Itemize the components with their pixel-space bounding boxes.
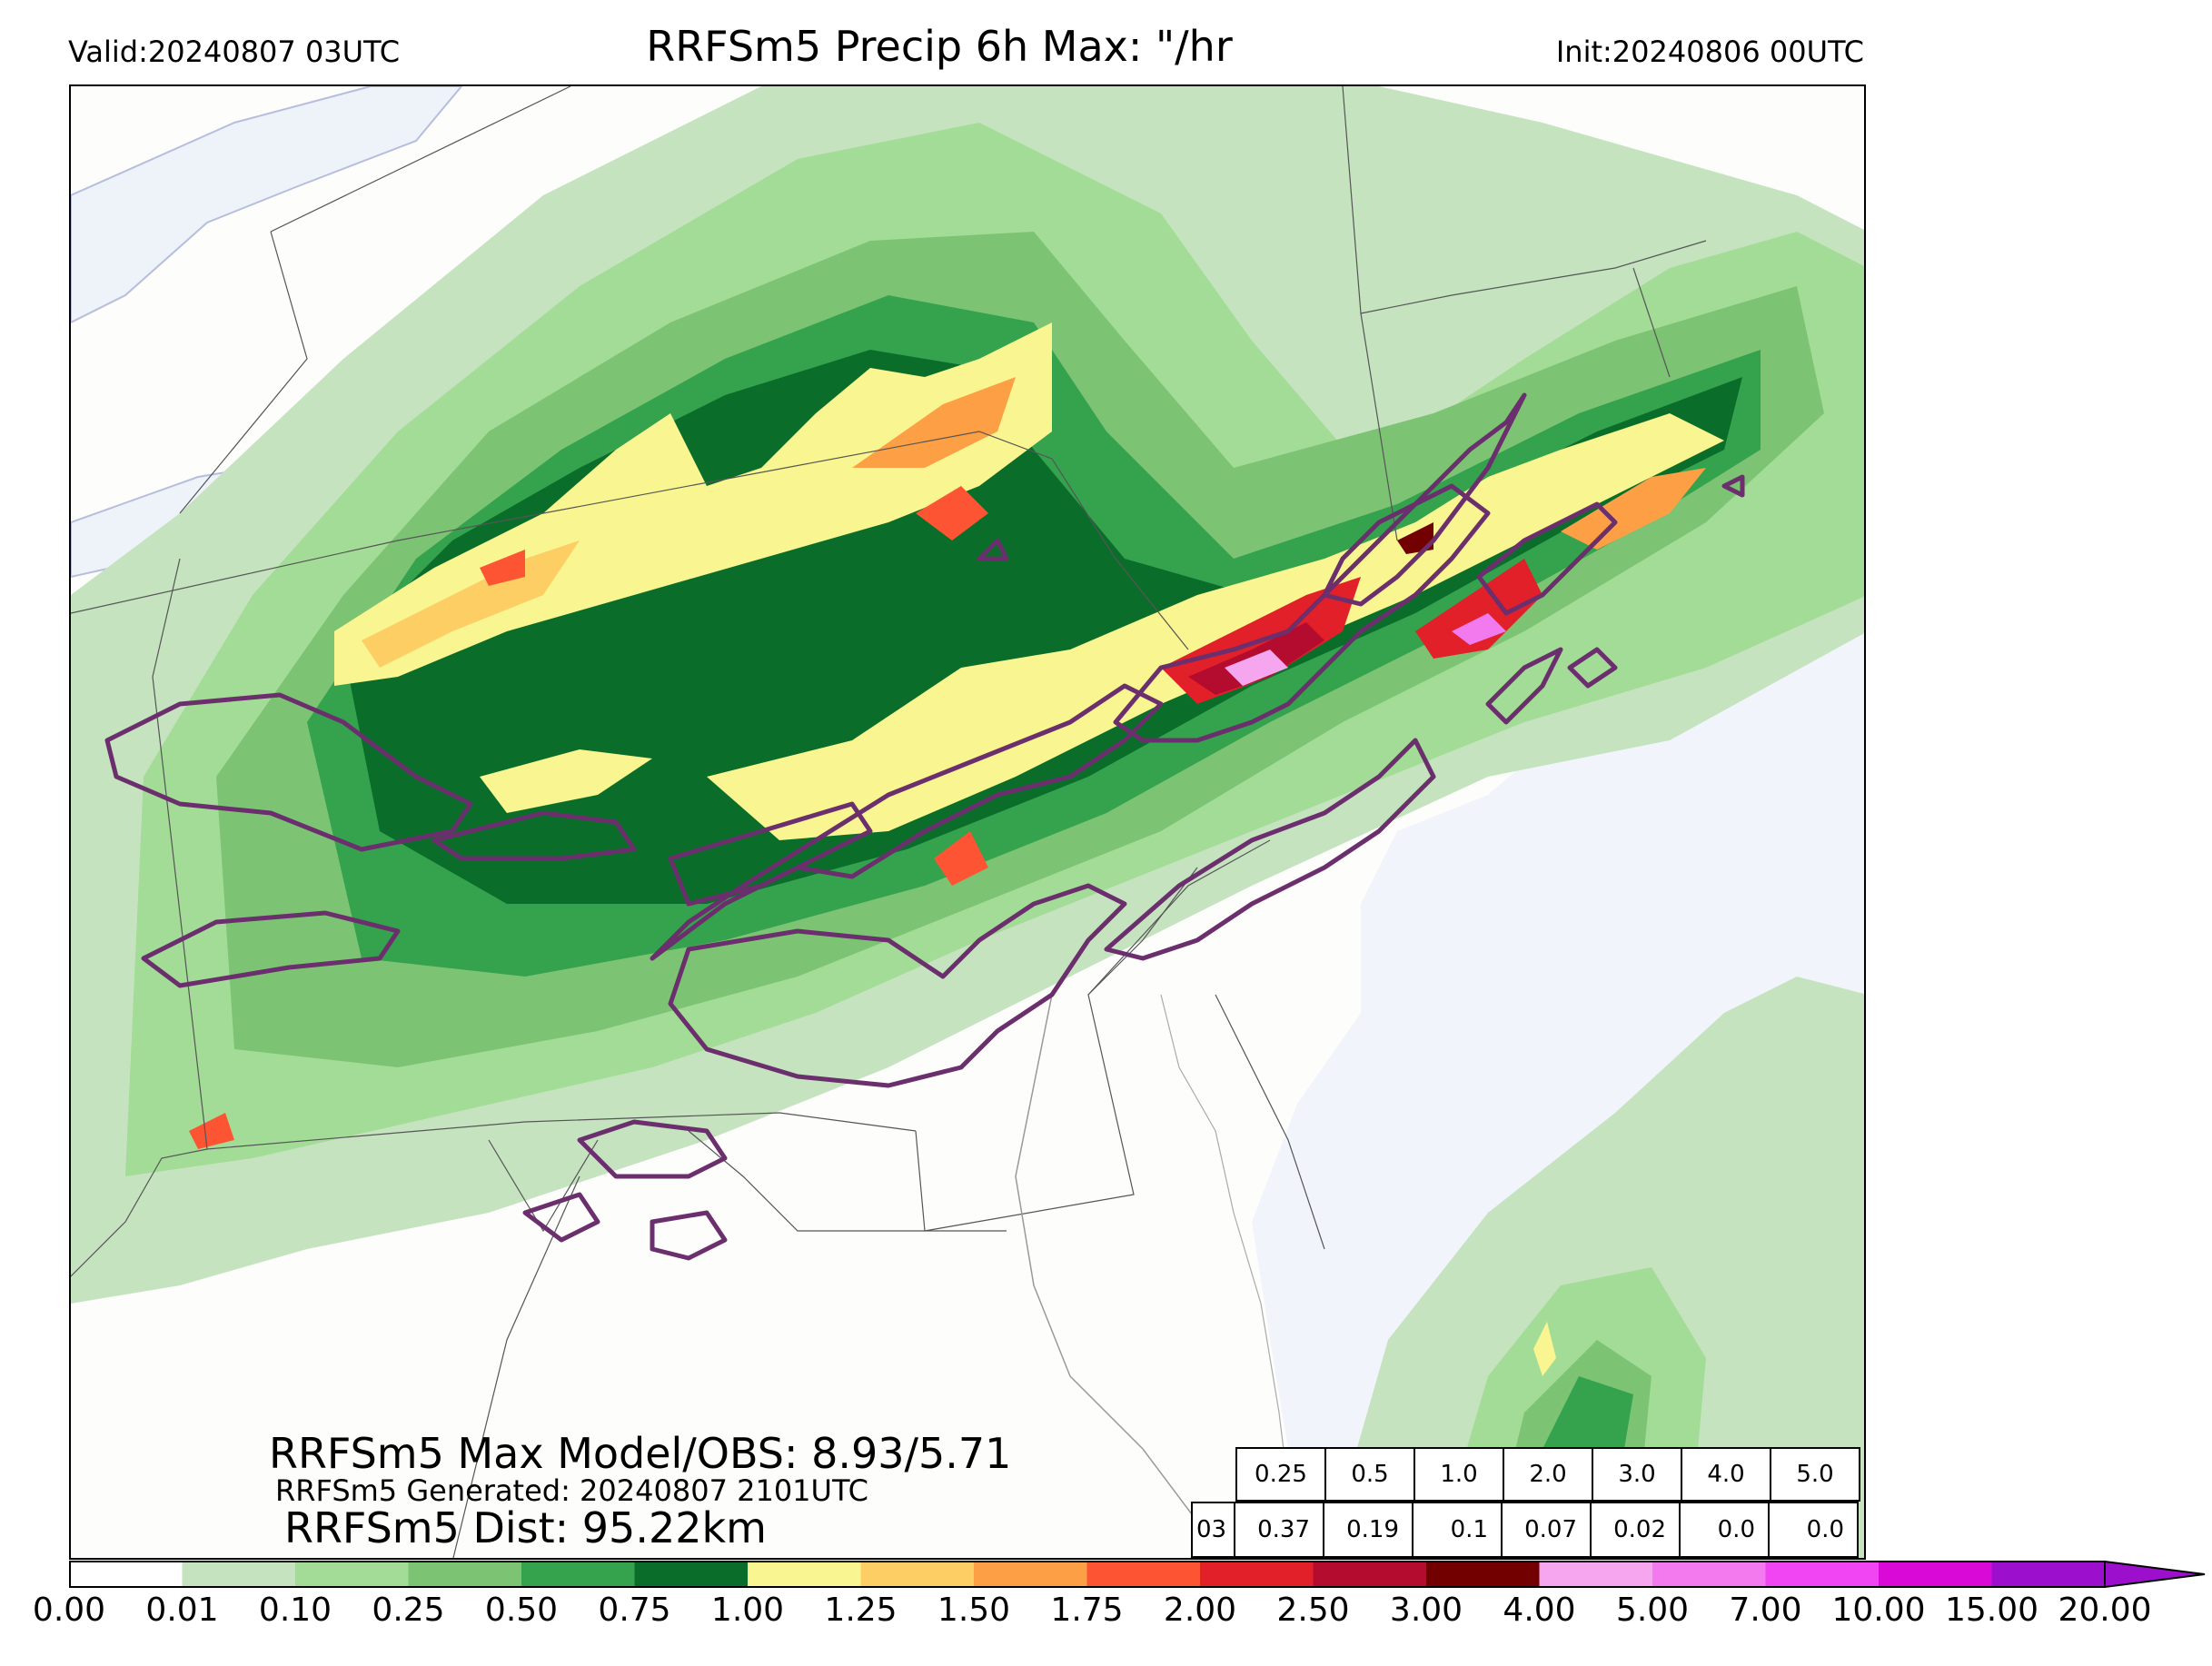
threshold-value-cell: 0.0: [1768, 1502, 1859, 1558]
colorbar-segment: [1539, 1562, 1653, 1587]
precip-map-graphic: [71, 86, 1864, 1558]
colorbar-segment: [69, 1562, 183, 1587]
colorbar-segment: [1086, 1562, 1201, 1587]
threshold-cell: 0.25: [1235, 1447, 1326, 1502]
threshold-cell: 0.5: [1324, 1447, 1415, 1502]
precip-field-400: [1452, 613, 1506, 645]
colorbar: [69, 1560, 2206, 1589]
colorbar-segment: [1313, 1562, 1427, 1587]
distance-text: RRFSm5 Dist: 95.22km: [284, 1503, 767, 1552]
colorbar-tick-label: 1.25: [824, 1592, 898, 1629]
colorbar-tick-label: 15.00: [1944, 1592, 2039, 1629]
colorbar-extend-arrow: [2104, 1560, 2206, 1589]
precip-field-150: [1561, 468, 1706, 550]
colorbar-tick-label: 0.01: [145, 1592, 219, 1629]
precip-field-200: [1415, 559, 1542, 659]
colorbar-segment: [634, 1562, 749, 1587]
threshold-value-cell: 0.07: [1501, 1502, 1592, 1558]
precip-field-175: [916, 486, 988, 540]
colorbar-tick-label: 0.25: [372, 1592, 445, 1629]
colorbar-tick-label: 0.50: [484, 1592, 559, 1629]
colorbar-tick-label: 1.00: [710, 1592, 785, 1629]
colorbar-segment: [1879, 1562, 1992, 1587]
threshold-cell: 3.0: [1592, 1447, 1682, 1502]
colorbar-segment: [974, 1562, 1087, 1587]
coastline: [1015, 994, 1215, 1558]
colorbar-segment: [1426, 1562, 1540, 1587]
colorbar-segment: [1991, 1562, 2106, 1587]
colorbar-segment: [295, 1562, 409, 1587]
coastline: [1160, 994, 1298, 1558]
colorbar-tick-label: 0.00: [32, 1592, 106, 1629]
colorbar-tick-label: 0.10: [258, 1592, 332, 1629]
precip-field-100: [707, 413, 1724, 840]
colorbar-segment: [521, 1562, 635, 1587]
colorbar-segment: [1652, 1562, 1766, 1587]
threshold-cell: 4.0: [1681, 1447, 1771, 1502]
threshold-header-row: 0.25 0.5 1.0 2.0 3.0 4.0 5.0: [1235, 1447, 1866, 1502]
generated-time-text: RRFSm5 Generated: 20240807 2101UTC: [275, 1473, 868, 1508]
colorbar-segment: [1200, 1562, 1314, 1587]
threshold-cell: 5.0: [1770, 1447, 1860, 1502]
precip-field-300: [1397, 522, 1433, 554]
colorbar-segment: [860, 1562, 975, 1587]
state-borders: [71, 86, 1707, 1558]
threshold-value-cell: 0.0: [1679, 1502, 1770, 1558]
colorbar-tick-label: 1.75: [1050, 1592, 1124, 1629]
colorbar-tick-label: 1.50: [937, 1592, 1011, 1629]
init-time: Init:20240806 00UTC: [1555, 35, 1864, 69]
map-title: RRFSm5 Precip 6h Max: "/hr: [646, 22, 1233, 71]
precip-field-200: [934, 831, 988, 886]
colorbar-tick-label: 0.75: [598, 1592, 671, 1629]
precip-field-175: [480, 550, 525, 586]
threshold-value-cell: 0.19: [1323, 1502, 1413, 1558]
colorbar-tick-label: 7.00: [1729, 1592, 1802, 1629]
colorbar-segment: [408, 1562, 522, 1587]
colorbar-segment: [182, 1562, 296, 1587]
precip-field-light: [1325, 977, 1864, 1558]
threshold-value-cell: 0.37: [1234, 1502, 1324, 1558]
precip-field-150: [189, 1113, 234, 1149]
colorbar-outline: [69, 1561, 2106, 1588]
colorbar-tick-label: 20.00: [2058, 1592, 2152, 1629]
colorbar-segment: [748, 1562, 861, 1587]
valid-time: Valid:20240807 03UTC: [68, 35, 401, 69]
precip-field-100: [1533, 1322, 1556, 1376]
threshold-value-cell: 0.02: [1590, 1502, 1681, 1558]
colorbar-tick-label: 4.00: [1503, 1592, 1576, 1629]
table-row-label: 03: [1191, 1502, 1235, 1558]
threshold-cell: 2.0: [1503, 1447, 1593, 1502]
threshold-table: 0.25 0.5 1.0 2.0 3.0 4.0 5.0 03 0.37 0.19 0.1 0.0…: [1191, 1447, 1866, 1560]
precip-map: [69, 84, 1866, 1560]
threshold-values-row: 03 0.37 0.19 0.1 0.07 0.02 0.0 0.0: [1191, 1502, 1866, 1558]
colorbar-segment: [1765, 1562, 1880, 1587]
precip-field-400: [1225, 650, 1288, 686]
max-model-obs-text: RRFSm5 Max Model/OBS: 8.93/5.71: [269, 1429, 1012, 1478]
colorbar-tick-label: 2.50: [1276, 1592, 1350, 1629]
obs-contours: [104, 392, 1745, 1261]
lake-area: [71, 86, 463, 324]
colorbar-tick-label: 10.00: [1831, 1592, 1926, 1629]
colorbar-tick-label: 2.00: [1163, 1592, 1237, 1629]
precip-field-150: [852, 377, 1016, 468]
colorbar-tick-label: 3.00: [1389, 1592, 1463, 1629]
colorbar-tick-label: 5.00: [1615, 1592, 1690, 1629]
precip-field-100: [480, 749, 652, 813]
threshold-cell: 1.0: [1413, 1447, 1504, 1502]
threshold-value-cell: 0.1: [1412, 1502, 1503, 1558]
